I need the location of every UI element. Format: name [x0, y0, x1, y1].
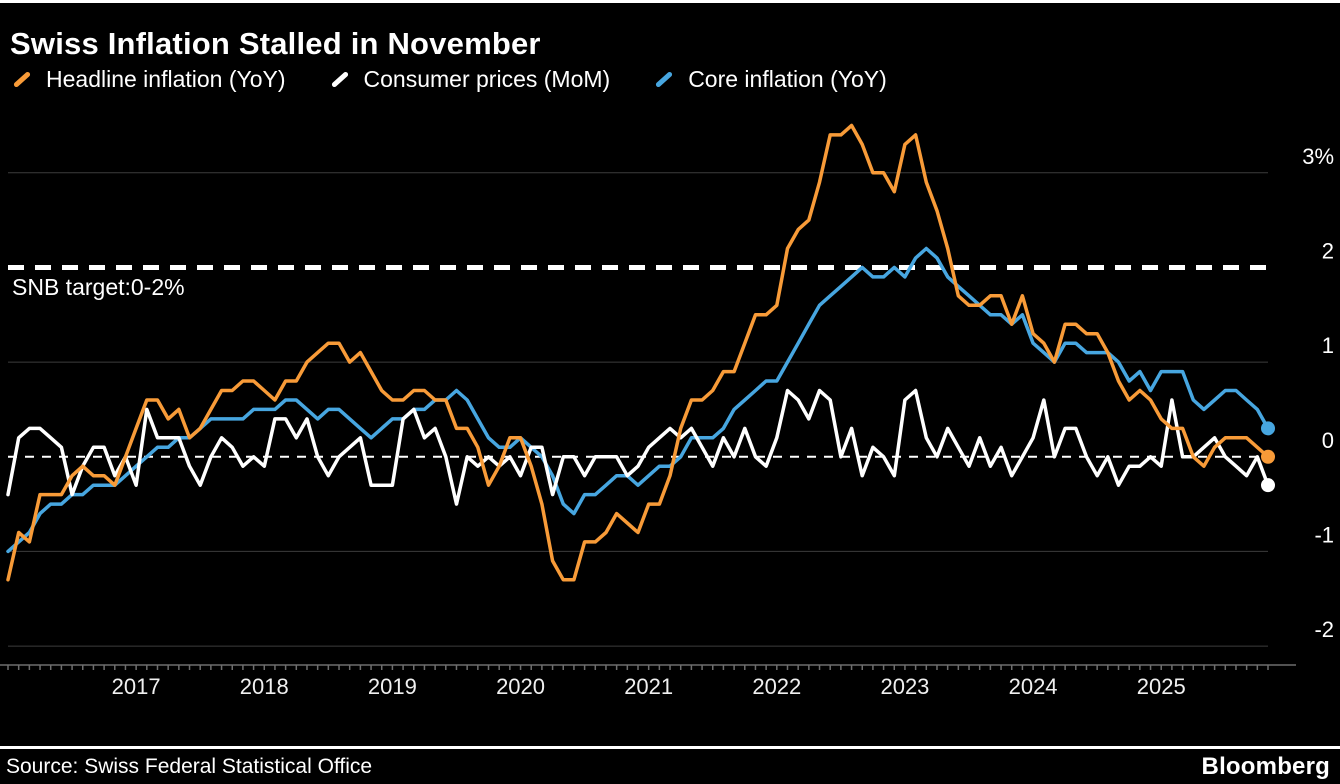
y-axis-label: -2 — [1314, 617, 1334, 642]
footer: Source: Swiss Federal Statistical Office… — [0, 746, 1340, 784]
top-rule — [0, 0, 1340, 3]
legend-item-core: Core inflation (YoY) — [654, 66, 887, 93]
chart-title: Swiss Inflation Stalled in November — [10, 25, 541, 61]
series-line-0 — [6, 123, 1270, 582]
legend-label-consumer-prices: Consumer prices (MoM) — [363, 66, 611, 92]
x-axis-label: 2023 — [880, 674, 929, 699]
x-axis-label: 2022 — [752, 674, 801, 699]
x-axis-label: 2020 — [496, 674, 545, 699]
x-axis-label: 2025 — [1137, 674, 1186, 699]
legend-item-headline: Headline inflation (YoY) — [12, 66, 286, 93]
series-endpoint-dot-0 — [1261, 449, 1275, 464]
core-series-marker-icon — [655, 70, 674, 89]
source-text: Source: Swiss Federal Statistical Office — [6, 754, 373, 778]
legend: Headline inflation (YoY) Consumer prices… — [12, 66, 887, 93]
x-axis-label: 2018 — [240, 674, 289, 699]
legend-label-headline: Headline inflation (YoY) — [46, 66, 286, 92]
series-endpoint-dot-1 — [1261, 478, 1275, 493]
bloomberg-logo: Bloomberg — [1201, 752, 1330, 780]
snb-target-annotation: SNB target:0-2% — [12, 274, 185, 300]
legend-label-core: Core inflation (YoY) — [688, 66, 887, 92]
series-line-2 — [6, 246, 1270, 554]
series-line-1 — [6, 388, 1270, 506]
headline-series-marker-icon — [12, 70, 32, 89]
y-axis-label: -1 — [1314, 522, 1334, 547]
y-axis-label: 0 — [1322, 428, 1334, 453]
series-endpoint-dot-2 — [1261, 421, 1275, 436]
y-axis-label: 3% — [1302, 144, 1334, 169]
consumer-prices-series-marker-icon — [330, 70, 349, 89]
x-axis-label: 2024 — [1009, 674, 1058, 699]
x-axis-label: 2021 — [624, 674, 673, 699]
x-axis-label: 2019 — [368, 674, 417, 699]
x-axis-label: 2017 — [112, 674, 161, 699]
legend-item-consumer-prices: Consumer prices (MoM) — [330, 66, 611, 93]
y-axis-label: 1 — [1322, 333, 1334, 358]
y-axis-label: 2 — [1322, 238, 1334, 263]
chart-canvas: 3% 2 1 0 -1 -2 2017 2018 2019 2020 2021 2022 2023 202… — [0, 123, 1334, 699]
